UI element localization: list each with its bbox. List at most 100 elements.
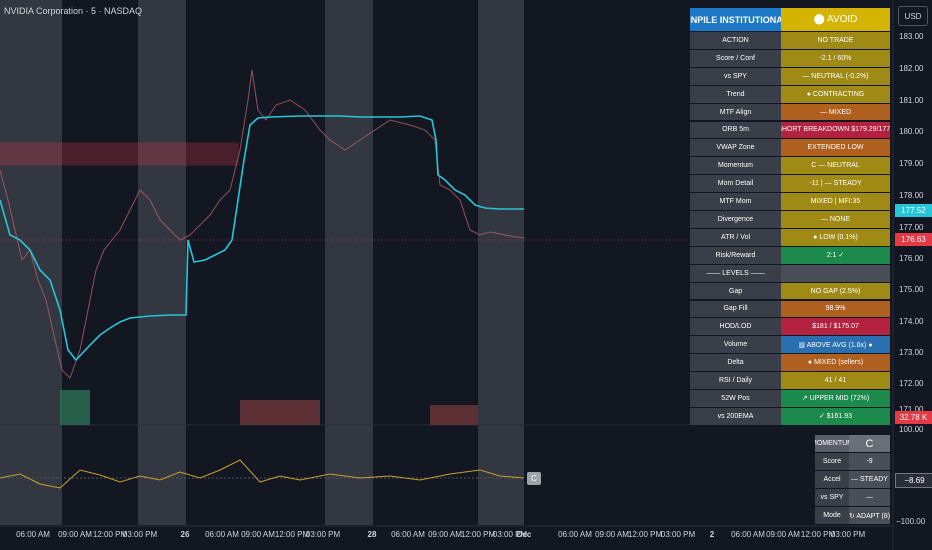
price-label: 172.00 xyxy=(899,379,924,388)
time-label: 26 xyxy=(180,530,190,539)
row-value: EXTENDED LOW xyxy=(781,139,890,158)
mini-value: — STEADY xyxy=(849,471,890,489)
mini-value: -9 xyxy=(849,453,890,471)
row-value: — MIXED xyxy=(781,103,890,122)
time-label: 06:00 AM xyxy=(205,530,239,539)
time-label: 12:00 PM xyxy=(627,530,663,539)
row-label: HOD/LOD xyxy=(690,318,781,337)
row-label: Risk/Reward xyxy=(690,246,781,265)
price-tag: 177.52 xyxy=(895,204,932,217)
row-value: $181 / $175.07 xyxy=(781,318,890,337)
row-label: vs SPY xyxy=(690,67,781,86)
volume-block xyxy=(240,400,320,425)
time-label: 03:00 PM xyxy=(830,530,866,539)
row-value: 41 / 41 xyxy=(781,372,890,390)
row-label: Divergence xyxy=(690,211,781,229)
time-label: 06:00 AM xyxy=(16,530,50,539)
time-label: 28 xyxy=(367,530,377,539)
volume-block xyxy=(430,405,478,425)
row-value: ● LOW (0.1%) xyxy=(781,228,890,247)
price-label: 183.00 xyxy=(899,32,924,41)
price-label: 182.00 xyxy=(899,64,924,73)
mini-label: Accel xyxy=(815,471,849,489)
table-title: FINPILE INSTITUTIONAL xyxy=(690,8,781,32)
row-value xyxy=(781,264,890,283)
row-label: Momentum xyxy=(690,157,781,176)
row-label: —— LEVELS —— xyxy=(690,264,781,283)
mini-value: — xyxy=(849,489,890,507)
row-label: MTF Align xyxy=(690,103,781,122)
time-label: 09:00 AM xyxy=(58,530,92,539)
price-label: 174.00 xyxy=(899,317,924,326)
price-label: 177.00 xyxy=(899,223,924,232)
row-value: ● SHORT BREAKDOWN $179.29/177.77 xyxy=(781,121,890,140)
row-value: ✓ $161.93 xyxy=(781,407,890,426)
table-status: ⬤ AVOID xyxy=(781,8,890,32)
symbol-title: NVIDIA Corporation · 5 · NASDAQ xyxy=(4,6,143,16)
price-label: 178.00 xyxy=(899,191,924,200)
price-label: 181.00 xyxy=(899,96,924,105)
time-label: Dec xyxy=(516,530,532,539)
time-label: 2 xyxy=(709,530,715,539)
time-label: 06:00 AM xyxy=(558,530,592,539)
vwap-line xyxy=(0,115,524,362)
price-label: 179.00 xyxy=(899,159,924,168)
currency-button[interactable]: USD xyxy=(898,6,928,26)
row-label: MTF Mom xyxy=(690,193,781,211)
row-value: ● CONTRACTING xyxy=(781,85,890,104)
price-label: 100.00 xyxy=(899,425,924,434)
price-label: 171.00 xyxy=(899,405,924,414)
price-label: 180.00 xyxy=(899,127,924,136)
row-label: Delta xyxy=(690,354,781,373)
oscillator-bottom-label: −100.00 xyxy=(896,517,926,526)
row-label: RSI / Daily xyxy=(690,372,781,390)
row-label: Volume xyxy=(690,336,781,355)
price-trace xyxy=(0,69,525,379)
mini-value: ↻ ADAPT (8) xyxy=(849,507,890,525)
time-label: 12:00 PM xyxy=(460,530,496,539)
volume-bars xyxy=(60,390,478,425)
time-label: 12:00 PM xyxy=(92,530,128,539)
row-value: -11 | — STEADY xyxy=(781,175,890,194)
row-label: Gap Fill xyxy=(690,300,781,319)
row-value: 98.9% xyxy=(781,300,890,319)
row-value: ↗ UPPER MID (72%) xyxy=(781,390,890,408)
time-label: 12:00 PM xyxy=(274,530,310,539)
session-band xyxy=(325,0,373,525)
row-label: vs 200EMA xyxy=(690,407,781,426)
oscillator-trace xyxy=(0,459,525,489)
price-label: 176.00 xyxy=(899,254,924,263)
mini-grade: C xyxy=(849,435,890,453)
session-band xyxy=(0,0,62,525)
row-value: — NONE xyxy=(781,211,890,229)
time-label: 09:00 AM xyxy=(766,530,800,539)
time-label: 03:00 PM xyxy=(492,530,528,539)
time-label: 03:00 PM xyxy=(660,530,696,539)
volume-block xyxy=(60,390,90,425)
row-value: C — NEUTRAL xyxy=(781,157,890,176)
orb-zone xyxy=(0,142,239,166)
row-value: 2:1 ✓ xyxy=(781,246,890,265)
row-value: NO GAP (2.5%) xyxy=(781,282,890,301)
oscillator-marker: C xyxy=(527,472,541,485)
price-tag: 32.78 K xyxy=(895,411,932,424)
time-label: 06:00 AM xyxy=(731,530,765,539)
row-value: MIXED | MFI:35 xyxy=(781,193,890,211)
row-label: ORB 5m xyxy=(690,121,781,140)
time-label: 12:00 PM xyxy=(800,530,836,539)
time-label: 03:00 PM xyxy=(305,530,341,539)
time-label: 06:00 AM xyxy=(391,530,425,539)
time-label: 09:00 AM xyxy=(241,530,275,539)
mini-label: Score xyxy=(815,453,849,471)
row-label: Trend xyxy=(690,85,781,104)
row-label: 52W Pos xyxy=(690,390,781,408)
price-tag: 176.63 xyxy=(895,233,932,246)
session-band xyxy=(138,0,186,525)
mini-label: Mode xyxy=(815,507,849,525)
row-label: VWAP Zone xyxy=(690,139,781,158)
time-label: 09:00 AM xyxy=(428,530,462,539)
row-value: ● MIXED (sellers) xyxy=(781,354,890,373)
row-value: ▥ ABOVE AVG (1.6x) ● xyxy=(781,336,890,355)
row-label: ACTION xyxy=(690,32,781,50)
